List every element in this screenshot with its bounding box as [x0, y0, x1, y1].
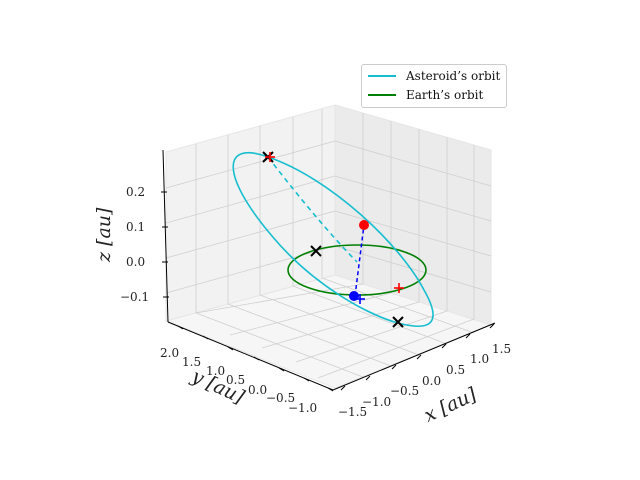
- x-tick-label: −1.5: [338, 405, 367, 419]
- y-tick-label: 1.5: [182, 355, 201, 369]
- marker-asteroid-projection: [394, 283, 404, 293]
- legend-entry-earth: Earth’s orbit: [368, 86, 483, 104]
- x-tick-label: 0.0: [422, 374, 441, 388]
- x-tick-label: −0.5: [390, 384, 419, 398]
- marker-asteroid: [359, 220, 369, 230]
- legend: Asteroid’s orbit Earth’s orbit: [361, 64, 507, 108]
- marker-earth: [349, 291, 359, 301]
- x-tick-label: 0.5: [446, 363, 465, 377]
- y-tick-label: 1.0: [206, 364, 225, 378]
- z-tick-label: 0.2: [126, 185, 145, 199]
- legend-label-asteroid: Asteroid’s orbit: [406, 69, 501, 83]
- x-tick-label: −1.0: [362, 395, 391, 409]
- legend-entry-asteroid: Asteroid’s orbit: [368, 67, 500, 85]
- marker-ascending-node: [310, 245, 322, 257]
- legend-swatch-asteroid: [368, 75, 396, 77]
- z-axis-line: [162, 149, 169, 323]
- series-asteroid-orbit: [232, 151, 434, 328]
- x-tick-label: 1.5: [492, 342, 511, 356]
- x-axis-label: x [au]: [421, 383, 481, 426]
- x-ticks: −1.5 −1.0 −0.5 0.0 0.5 1.0 1.5: [338, 323, 511, 419]
- y-tick-label: 2.0: [160, 346, 179, 360]
- y-tick-label: −1.0: [288, 401, 317, 415]
- x-axis-line: [332, 322, 496, 391]
- z-tick-label: 0.1: [126, 220, 145, 234]
- z-tick-label: −0.1: [120, 290, 149, 304]
- legend-label-earth: Earth’s orbit: [406, 88, 484, 102]
- legend-swatch-earth: [368, 94, 396, 96]
- z-tick-label: 0.0: [126, 255, 145, 269]
- x-tick-label: 1.0: [470, 352, 489, 366]
- series-asteroid-orbit-hidden: [267, 156, 358, 263]
- y-tick-label: −0.5: [266, 391, 295, 405]
- connector-earth-asteroid: [354, 224, 365, 297]
- marker-perihelion-projection: [265, 152, 275, 162]
- z-ticks: 0.2 0.1 0.0 −0.1: [120, 185, 169, 304]
- marker-aphelion: [392, 316, 404, 328]
- y-ticks: 2.0 1.5 1.0 0.5 0.0 −0.5 −1.0: [160, 325, 334, 415]
- z-axis-label: z [au]: [93, 207, 115, 263]
- y-tick-label: 0.0: [248, 383, 267, 397]
- y-tick-label: 0.5: [226, 373, 245, 387]
